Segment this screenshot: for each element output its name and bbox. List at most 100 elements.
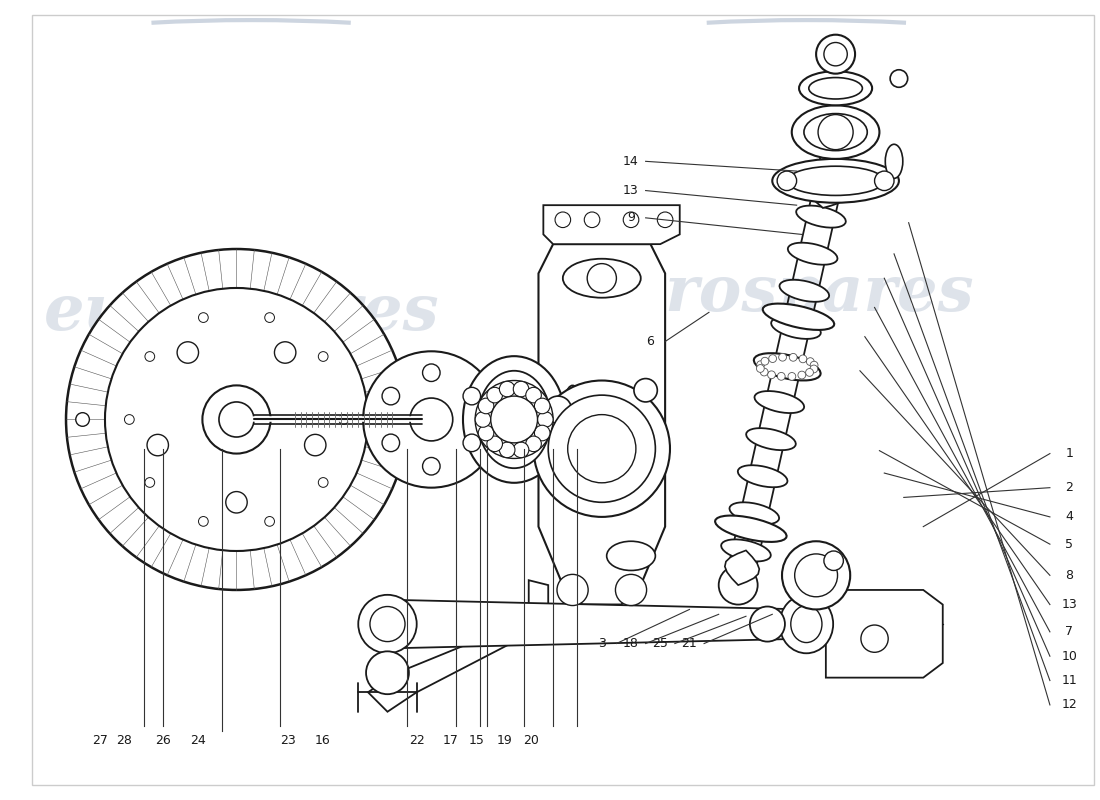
Circle shape	[761, 358, 769, 365]
Circle shape	[810, 365, 817, 373]
Text: 21: 21	[682, 637, 697, 650]
Ellipse shape	[762, 354, 813, 376]
Text: 19: 19	[496, 734, 513, 747]
Ellipse shape	[562, 386, 583, 454]
Circle shape	[177, 342, 198, 363]
Ellipse shape	[746, 428, 795, 450]
Text: 8: 8	[1066, 569, 1074, 582]
Circle shape	[794, 554, 837, 597]
Circle shape	[478, 398, 494, 414]
Ellipse shape	[607, 542, 656, 570]
Ellipse shape	[754, 353, 821, 381]
Ellipse shape	[729, 502, 779, 524]
Circle shape	[491, 396, 538, 443]
Text: 22: 22	[409, 734, 425, 747]
Circle shape	[798, 371, 805, 379]
Circle shape	[318, 478, 328, 487]
Ellipse shape	[792, 106, 879, 159]
Circle shape	[790, 354, 798, 362]
Circle shape	[104, 288, 368, 551]
Circle shape	[777, 171, 796, 190]
Ellipse shape	[804, 114, 867, 150]
Text: 2: 2	[1066, 481, 1074, 494]
Text: 13: 13	[1062, 598, 1077, 611]
Text: 12: 12	[1062, 698, 1077, 711]
Ellipse shape	[477, 370, 551, 468]
Circle shape	[799, 355, 806, 362]
Circle shape	[557, 574, 588, 606]
Text: 15: 15	[470, 734, 485, 747]
Circle shape	[757, 365, 764, 372]
Circle shape	[145, 352, 155, 362]
Polygon shape	[539, 244, 666, 605]
Circle shape	[824, 551, 844, 570]
Circle shape	[410, 398, 453, 441]
Ellipse shape	[886, 144, 903, 178]
Circle shape	[499, 442, 515, 458]
Circle shape	[587, 264, 616, 293]
Circle shape	[359, 595, 417, 654]
Text: 24: 24	[189, 734, 206, 747]
Circle shape	[535, 426, 550, 441]
Circle shape	[556, 212, 571, 227]
Circle shape	[487, 436, 503, 452]
Text: 26: 26	[155, 734, 172, 747]
Circle shape	[147, 434, 168, 456]
Circle shape	[202, 386, 271, 454]
Ellipse shape	[788, 242, 837, 265]
Text: 7: 7	[1066, 626, 1074, 638]
Circle shape	[76, 413, 89, 426]
Circle shape	[526, 436, 541, 452]
Text: 27: 27	[92, 734, 108, 747]
Circle shape	[624, 212, 639, 227]
Polygon shape	[826, 590, 943, 678]
Circle shape	[535, 398, 550, 414]
Text: 18: 18	[623, 637, 639, 650]
Circle shape	[526, 387, 541, 403]
Circle shape	[811, 362, 818, 369]
Circle shape	[757, 361, 764, 369]
Text: 20: 20	[522, 734, 539, 747]
Circle shape	[548, 395, 656, 502]
Ellipse shape	[786, 166, 884, 195]
Circle shape	[125, 414, 138, 426]
Circle shape	[219, 402, 254, 437]
Circle shape	[478, 426, 494, 441]
Circle shape	[475, 381, 553, 458]
Circle shape	[718, 566, 758, 605]
Circle shape	[514, 442, 529, 458]
Text: 11: 11	[1062, 674, 1077, 687]
Circle shape	[226, 491, 248, 513]
Circle shape	[363, 351, 499, 488]
Circle shape	[816, 34, 855, 74]
Circle shape	[568, 414, 636, 483]
Ellipse shape	[738, 466, 788, 487]
Circle shape	[265, 313, 275, 322]
Circle shape	[366, 651, 409, 694]
Ellipse shape	[722, 539, 771, 562]
Circle shape	[487, 387, 503, 403]
Circle shape	[514, 382, 529, 397]
Ellipse shape	[808, 78, 862, 99]
Text: 10: 10	[1062, 650, 1077, 662]
Ellipse shape	[563, 258, 641, 298]
Circle shape	[382, 387, 399, 405]
Polygon shape	[543, 205, 680, 244]
Circle shape	[584, 212, 600, 227]
Ellipse shape	[791, 606, 822, 642]
Circle shape	[124, 414, 134, 424]
Polygon shape	[387, 600, 806, 649]
Text: 13: 13	[623, 184, 639, 197]
Text: 16: 16	[315, 734, 330, 747]
Circle shape	[274, 342, 296, 363]
Ellipse shape	[780, 595, 833, 654]
Circle shape	[475, 412, 491, 427]
Text: 5: 5	[1066, 538, 1074, 550]
Ellipse shape	[796, 206, 846, 228]
Text: 28: 28	[117, 734, 132, 747]
Circle shape	[422, 458, 440, 475]
Circle shape	[198, 313, 208, 322]
Text: 14: 14	[623, 155, 639, 168]
Circle shape	[778, 373, 785, 380]
Circle shape	[750, 606, 785, 642]
